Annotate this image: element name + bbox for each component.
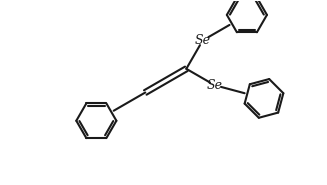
Text: Se: Se	[195, 34, 211, 47]
Text: Se: Se	[207, 79, 223, 92]
